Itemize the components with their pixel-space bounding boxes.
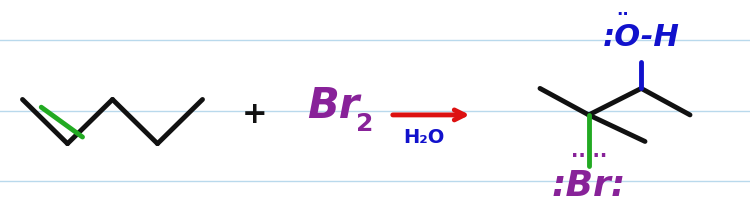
Text: ·· ··: ·· ··	[571, 147, 607, 166]
Text: Br: Br	[308, 85, 360, 127]
Text: 2: 2	[356, 112, 374, 136]
Text: :Br:: :Br:	[551, 169, 626, 203]
Text: ··: ··	[616, 6, 628, 25]
Text: +: +	[242, 100, 268, 130]
Text: :O-H: :O-H	[603, 23, 680, 52]
Text: H₂O: H₂O	[403, 128, 445, 147]
